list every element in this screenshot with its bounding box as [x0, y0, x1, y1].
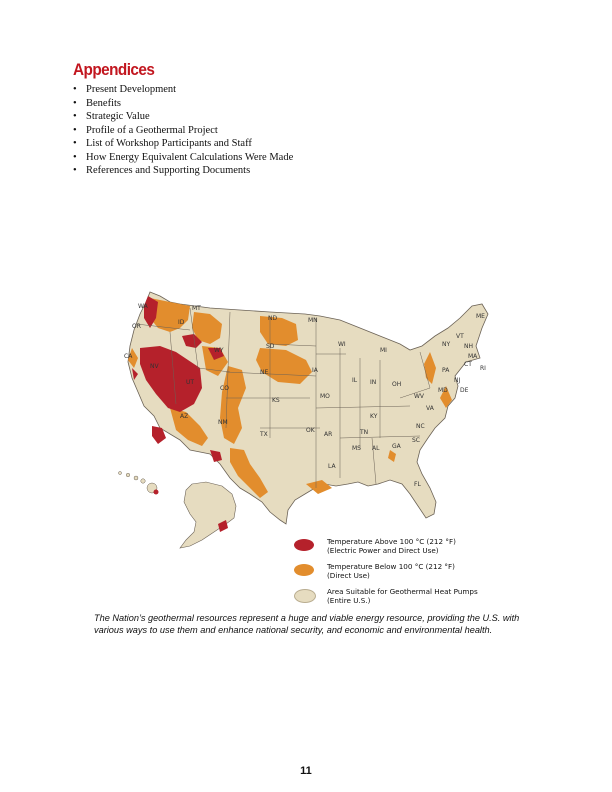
state-label: CO: [220, 385, 229, 392]
state-label: MO: [320, 393, 330, 400]
state-label: NH: [464, 343, 473, 350]
state-label: MI: [380, 347, 387, 354]
state-label: UT: [186, 379, 194, 386]
appendix-list-item: • Strategic Value: [73, 110, 293, 124]
state-label: FL: [414, 481, 421, 488]
state-label: NC: [416, 423, 425, 430]
section-heading: Appendices: [73, 60, 155, 79]
legend-label: Temperature Above 100 °C (212 °F): [327, 537, 456, 546]
state-label: WA: [138, 303, 149, 310]
state-label: OH: [392, 381, 401, 388]
state-label: ME: [476, 313, 485, 320]
state-label: MT: [192, 305, 201, 312]
appendix-list-item: • Benefits: [73, 97, 293, 111]
state-label: MD: [438, 387, 448, 394]
appendix-list-item: • List of Workshop Participants and Staff: [73, 137, 293, 151]
state-label: MN: [308, 317, 318, 324]
state-label: GA: [392, 443, 402, 450]
state-label: CA: [124, 353, 133, 360]
state-label: LA: [328, 463, 336, 470]
state-label: TX: [259, 431, 268, 438]
bullet-icon: •: [73, 84, 77, 95]
state-label: WI: [338, 341, 346, 348]
state-label: ID: [178, 319, 185, 326]
legend-sublabel: (Entire U.S.): [327, 596, 371, 605]
legend-swatch-red: [294, 539, 314, 551]
appendix-list-item: • Present Development: [73, 83, 293, 97]
appendix-item-label: Present Development: [86, 84, 177, 95]
bullet-icon: •: [73, 151, 77, 163]
state-label: VT: [456, 333, 464, 340]
appendix-list-item: • Profile of a Geothermal Project: [73, 124, 293, 138]
legend-swatch-beige: [294, 589, 316, 603]
bullet-icon: •: [73, 124, 77, 136]
legend-sublabel: (Direct Use): [327, 571, 370, 580]
state-label: NE: [260, 369, 268, 376]
legend-swatch-orange: [294, 564, 314, 576]
appendix-list-item: • How Energy Equivalent Calculations Were…: [73, 151, 293, 165]
alaska-landmass: [179, 481, 237, 549]
appendix-item-label: References and Supporting Documents: [86, 165, 251, 176]
state-label: WV: [414, 393, 425, 400]
bullet-icon: •: [73, 111, 77, 122]
state-label: AZ: [180, 413, 188, 420]
state-label: KY: [370, 413, 378, 420]
state-label: OR: [132, 323, 141, 330]
state-label: NV: [150, 363, 159, 370]
hawaii-islands: [118, 471, 158, 494]
legend-sublabel: (Electric Power and Direct Use): [327, 546, 439, 555]
state-label: NJ: [454, 377, 460, 384]
state-label: NM: [218, 419, 228, 426]
state-label: MS: [352, 445, 361, 452]
state-borders: [135, 307, 431, 488]
bullet-icon: •: [73, 138, 77, 149]
high-temperature-regions: [132, 296, 228, 532]
state-label: VA: [426, 405, 435, 412]
state-label: AL: [372, 445, 380, 452]
appendix-item-label: Profile of a Geothermal Project: [86, 124, 218, 136]
state-label: RI: [480, 365, 486, 372]
appendix-item-label: List of Workshop Participants and Staff: [86, 138, 252, 149]
appendix-item-label: Benefits: [86, 97, 121, 109]
state-label: KS: [272, 397, 280, 404]
state-labels: WA OR CA NV ID MT WY UT AZ CO NM ND SD N…: [124, 303, 486, 488]
state-label: DE: [460, 387, 469, 394]
bullet-icon: •: [73, 97, 77, 109]
page-number: 11: [300, 765, 312, 777]
geothermal-resource-map: WA OR CA NV ID MT WY UT AZ CO NM ND SD N…: [118, 291, 489, 549]
state-label: AR: [324, 431, 332, 438]
state-label: MA: [468, 353, 478, 360]
state-label: IL: [352, 377, 358, 384]
state-label: CT: [464, 361, 472, 368]
legend-label: Area Suitable for Geothermal Heat Pumps: [327, 587, 478, 596]
state-label: WY: [214, 347, 224, 354]
low-temperature-regions: [128, 298, 452, 498]
figure-caption: The Nation’s geothermal resources repres…: [94, 613, 520, 635]
appendix-item-label: How Energy Equivalent Calculations Were …: [86, 151, 294, 163]
state-label: NY: [442, 341, 450, 348]
state-label: PA: [442, 367, 450, 374]
state-label: IA: [312, 367, 319, 374]
appendix-list: • Present Development • Benefits • Strategi…: [73, 83, 293, 178]
state-label: IN: [370, 379, 376, 386]
state-label: TN: [359, 429, 368, 436]
appendix-list-item: • References and Supporting Documents: [73, 164, 293, 178]
appendix-item-label: Strategic Value: [86, 111, 150, 122]
bullet-icon: •: [73, 165, 77, 176]
state-label: SC: [412, 437, 420, 444]
state-label: ND: [268, 315, 277, 322]
state-label: SD: [266, 343, 275, 350]
legend-label: Temperature Below 100 °C (212 °F): [327, 562, 455, 571]
state-label: OK: [306, 427, 316, 434]
